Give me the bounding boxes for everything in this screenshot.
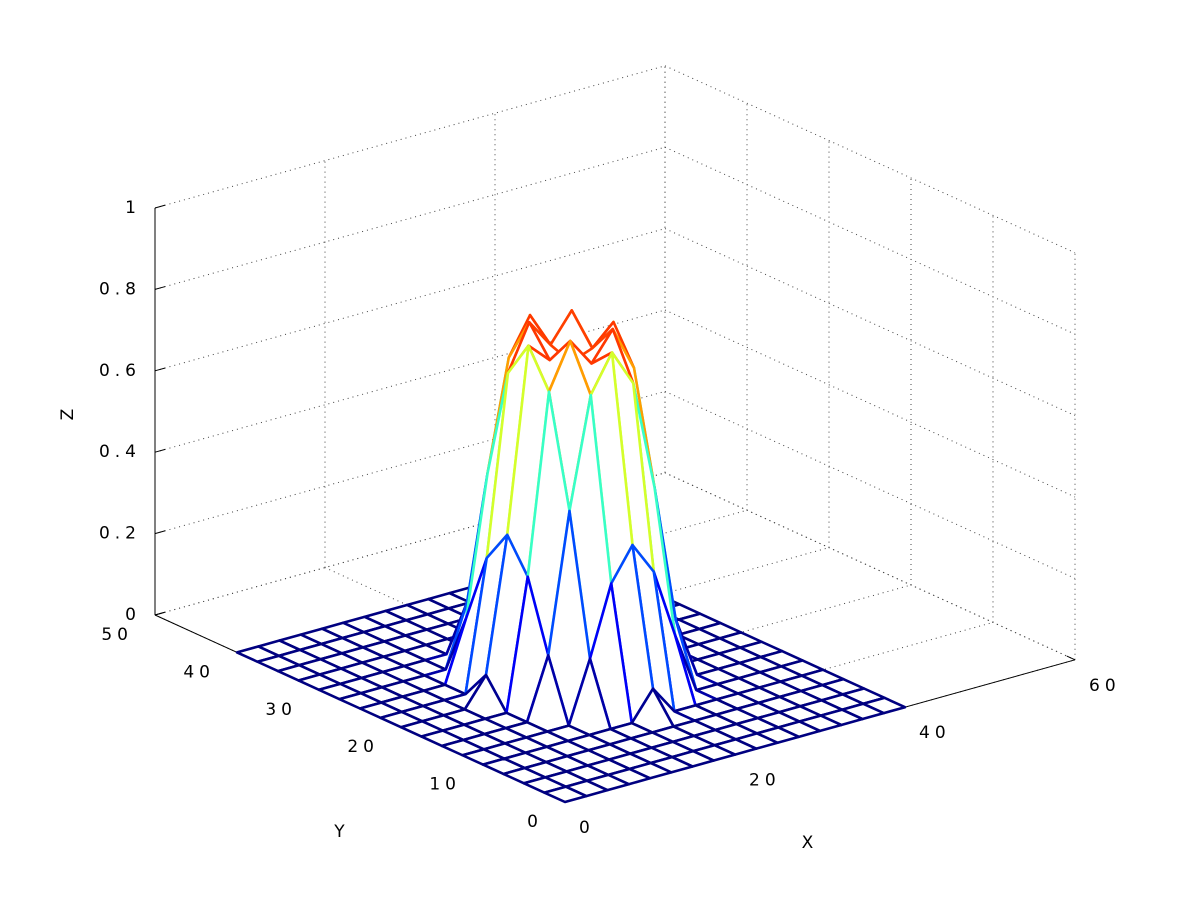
x-tick-label: 60	[1089, 676, 1121, 696]
grid-line	[664, 390, 1076, 579]
z-tick-label: 0.2	[99, 524, 141, 544]
y-tick-label: 40	[183, 662, 215, 682]
grid-line	[664, 228, 1076, 417]
grid-line	[664, 146, 1076, 335]
z-tick	[154, 448, 166, 453]
grid-line	[664, 309, 1076, 498]
mesh-cell	[543, 785, 588, 804]
y-tick-label: 0	[527, 812, 543, 832]
y-tick-label: 20	[347, 737, 379, 757]
z-tick-label: 0.4	[99, 442, 141, 462]
y-tick-label: 50	[101, 625, 133, 645]
x-axis-label: X	[802, 833, 819, 853]
z-tick-label: 0	[125, 605, 141, 625]
grid-line	[664, 65, 1076, 254]
z-tick	[154, 204, 166, 209]
z-tick	[154, 367, 166, 372]
z-tick	[154, 286, 166, 290]
x-tick-label: 20	[749, 771, 781, 791]
x-tick-label: 40	[919, 723, 951, 743]
z-tick-label: 0.6	[99, 361, 141, 381]
grid-line	[664, 472, 1076, 661]
y-axis-label: Y	[333, 822, 349, 842]
z-tick	[154, 611, 166, 616]
z-axis-label: Z	[58, 404, 78, 421]
y-tick-label: 30	[265, 700, 297, 720]
z-tick-label: 1	[125, 198, 141, 218]
y-tick-label: 10	[429, 775, 461, 795]
z-tick-label: 0.8	[99, 279, 141, 299]
z-tick	[154, 530, 166, 535]
x-tick	[1066, 655, 1076, 661]
x-tick-label: 0	[579, 818, 595, 838]
